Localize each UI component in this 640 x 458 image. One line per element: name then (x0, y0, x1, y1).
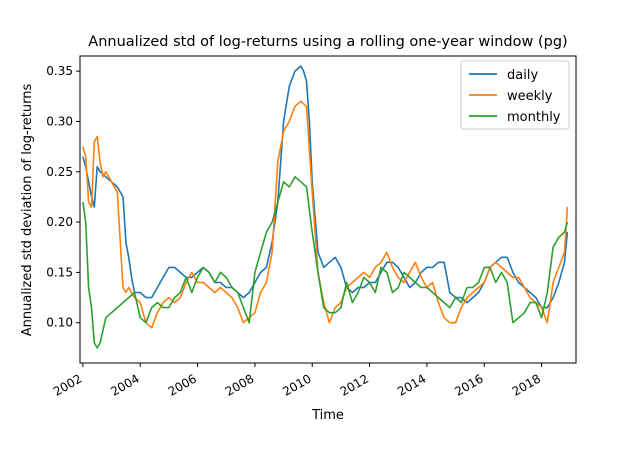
x-tick-label: 2018 (510, 371, 543, 398)
x-tick-label: 2006 (166, 371, 199, 398)
y-tick-label: 0.25 (46, 165, 73, 179)
x-tick-label: 2016 (452, 371, 485, 398)
y-axis: 0.10 0.15 0.20 0.25 0.30 0.35 (46, 64, 80, 330)
legend-label-weekly: weekly (507, 89, 553, 104)
legend-box (460, 60, 570, 130)
x-tick-label: 2014 (395, 371, 428, 398)
series-line-monthly (82, 176, 569, 349)
x-tick-label: 2010 (280, 371, 313, 398)
y-tick-label: 0.20 (46, 215, 73, 229)
y-tick-label: 0.10 (46, 316, 73, 330)
legend-label-daily: daily (507, 68, 538, 83)
legend-label-monthly: monthly (507, 110, 561, 125)
series-line-daily (82, 65, 569, 309)
x-axis: 2002 2004 2006 2008 2010 2012 2014 2016 2018 (51, 363, 543, 399)
series-lines (82, 65, 569, 349)
y-axis-label: Annualized std deviation of log-returns (20, 84, 35, 337)
y-tick-label: 0.30 (46, 114, 73, 128)
x-axis-label: Time (311, 408, 344, 423)
chart-title: Annualized std of log-returns using a ro… (88, 34, 567, 50)
x-tick-label: 2012 (338, 371, 371, 398)
legend: daily weekly monthly (460, 60, 570, 130)
x-tick-label: 2002 (51, 371, 84, 398)
x-tick-label: 2004 (108, 371, 141, 398)
series-line-weekly (82, 100, 569, 329)
x-tick-label: 2008 (223, 371, 256, 398)
y-tick-label: 0.15 (46, 265, 73, 279)
y-tick-label: 0.35 (46, 64, 73, 78)
